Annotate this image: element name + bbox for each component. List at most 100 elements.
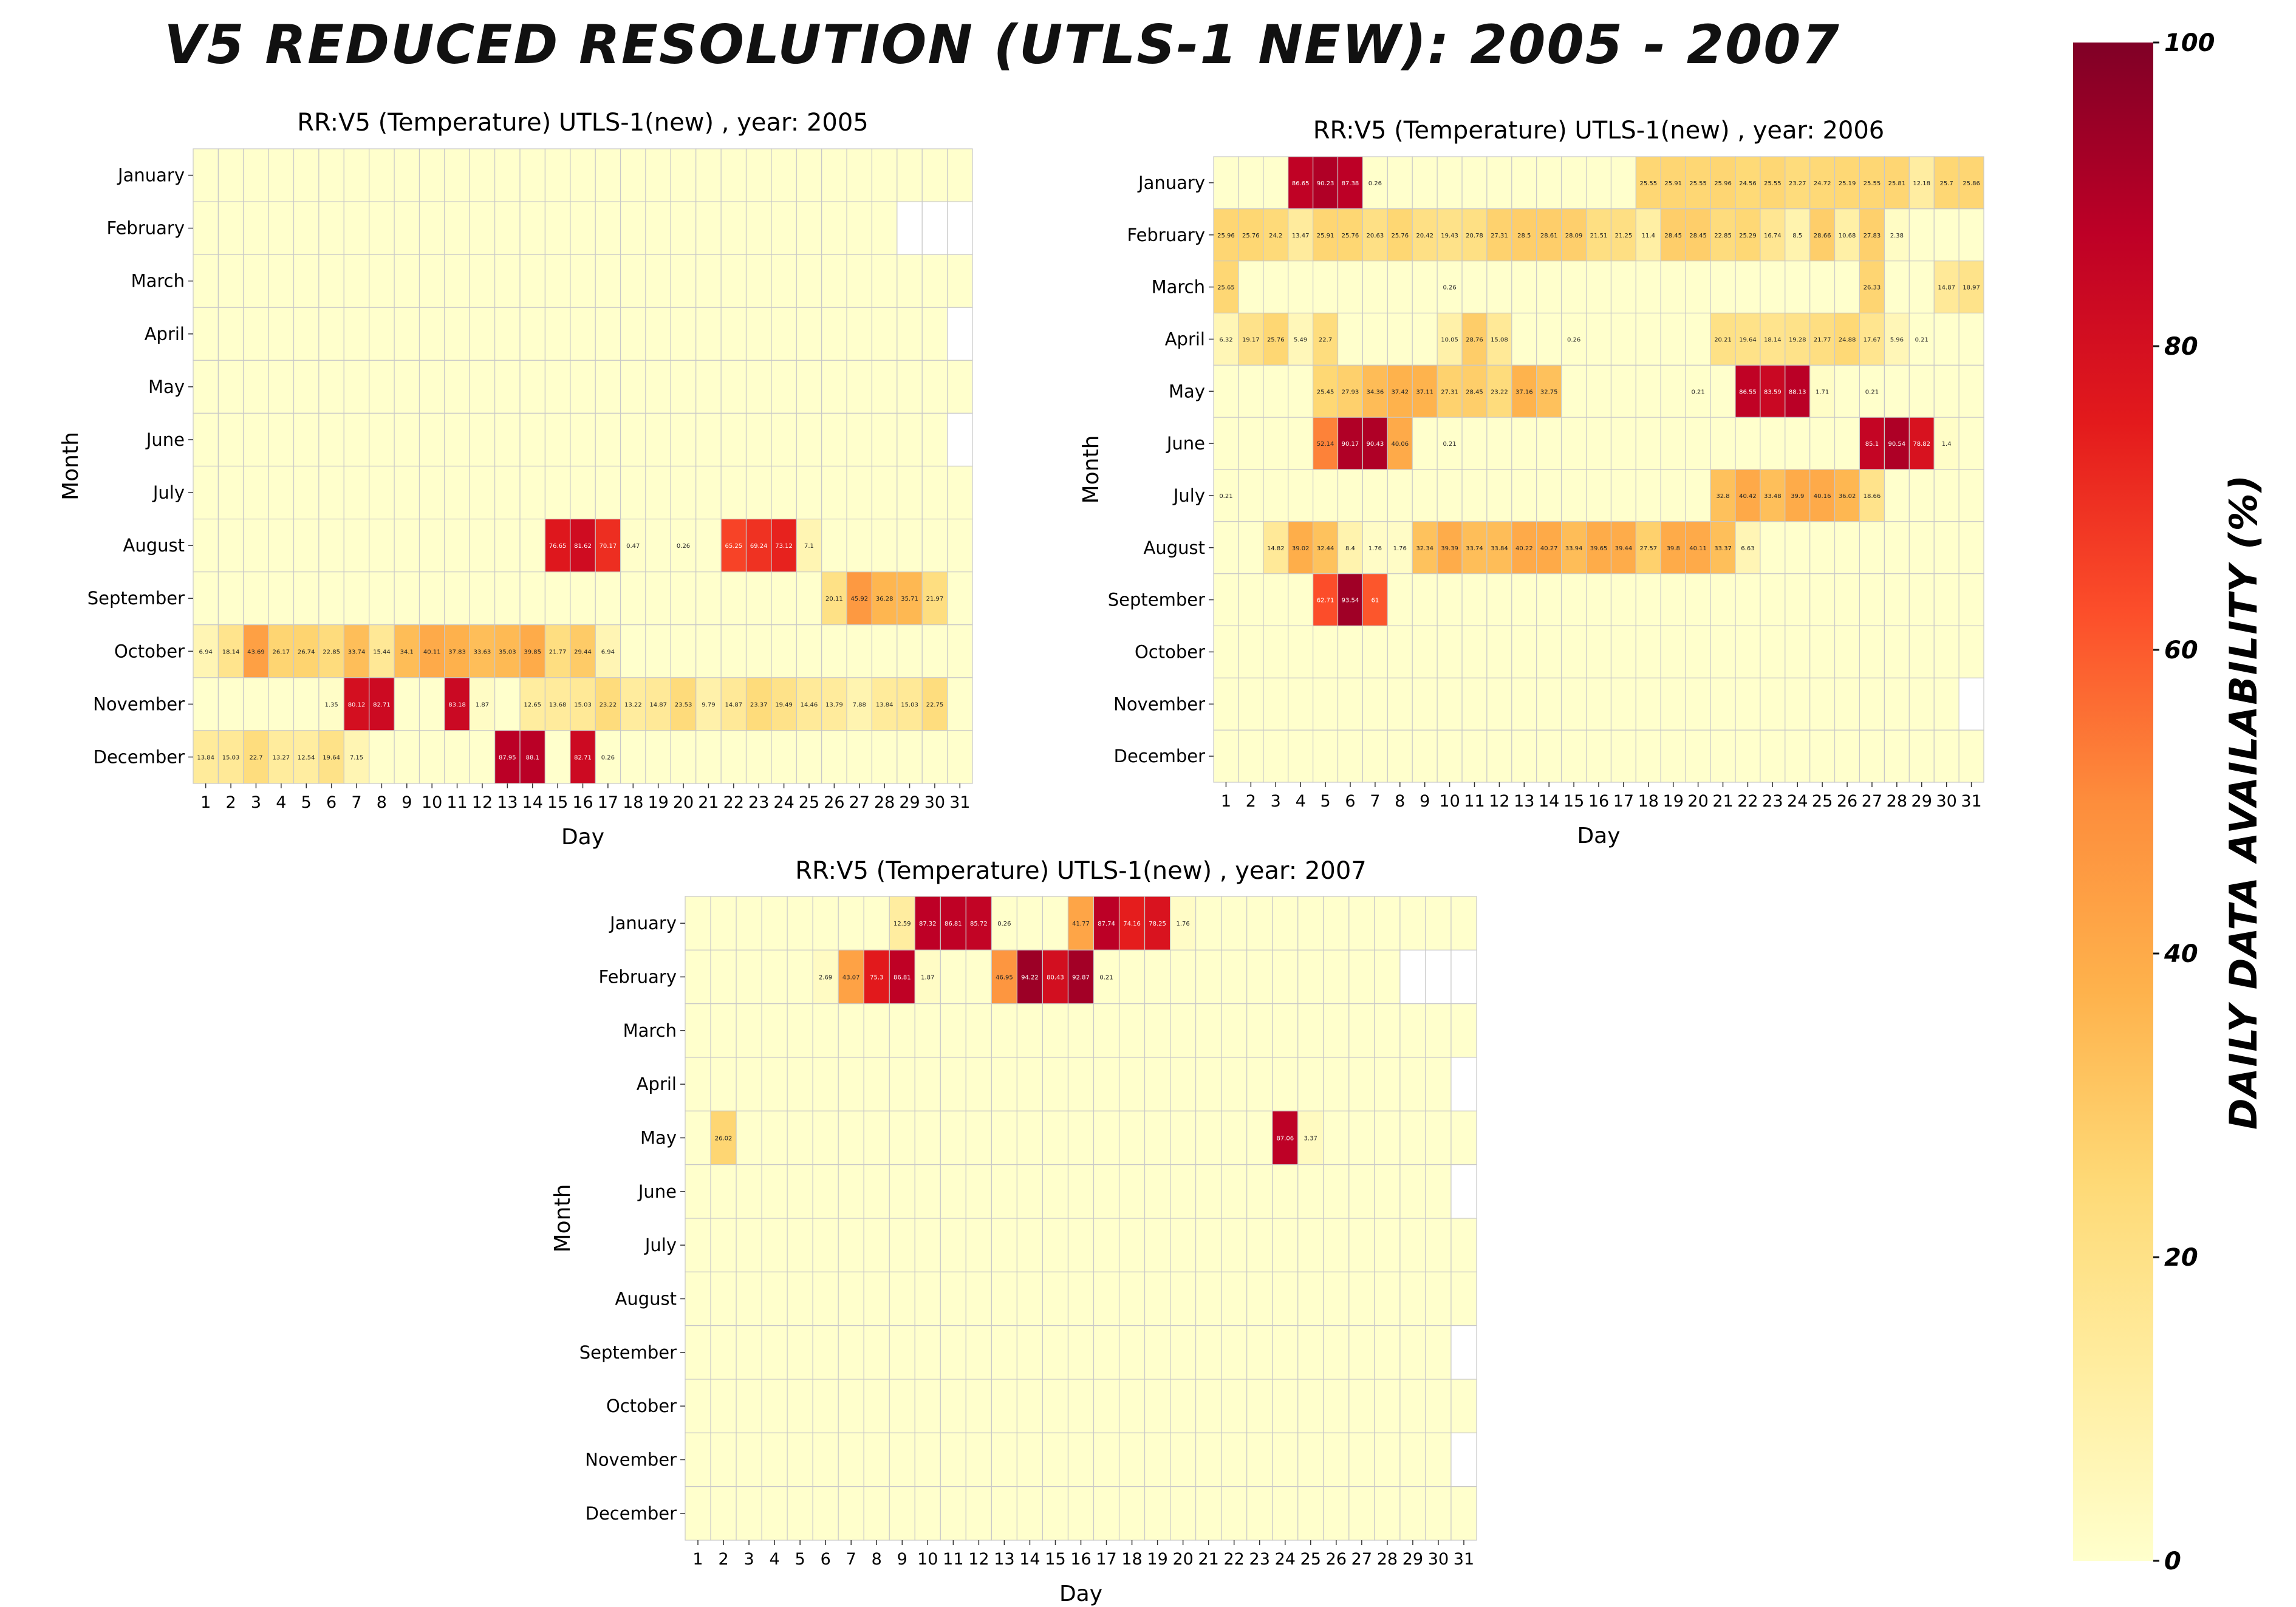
y-tick-label: April	[637, 1074, 677, 1094]
cell-value-label: 26.74	[298, 649, 315, 655]
x-tick-label: 4	[1296, 792, 1306, 811]
heatmap-cell	[620, 465, 646, 520]
x-tick-label: 31	[1961, 792, 1981, 811]
cell-labels: 12.59 87.32 86.81 85.72 0.26 41.77 87.74 74.16 7…	[715, 921, 1317, 1142]
heatmap-cell	[921, 201, 948, 255]
heatmap-cell	[1958, 729, 1984, 783]
x-tick-label: 11	[943, 1550, 963, 1569]
heatmap-cell	[1437, 625, 1463, 678]
heatmap-cell	[1585, 364, 1612, 418]
heatmap-cell	[771, 730, 797, 784]
heatmap-cell	[1486, 156, 1512, 210]
heatmap-cell	[1399, 1379, 1426, 1433]
heatmap-cell	[871, 254, 898, 308]
heatmap-cell	[771, 465, 797, 520]
heatmap-cell	[1610, 573, 1636, 627]
heatmap-cell	[670, 254, 697, 308]
heatmap-cell	[1908, 729, 1935, 783]
cell-value-label: 28.76	[1466, 336, 1483, 343]
heatmap-cell	[293, 677, 319, 731]
heatmap-cell	[1093, 1110, 1120, 1165]
heatmap-cell	[947, 254, 973, 308]
heatmap-cell	[1461, 261, 1488, 314]
heatmap-cell	[787, 949, 813, 1005]
heatmap-cell	[1859, 364, 1885, 418]
heatmap-cell	[889, 1271, 915, 1326]
heatmap-cell	[343, 201, 370, 255]
cell-value-label: 7.1	[804, 543, 814, 550]
heatmap-cell	[846, 360, 873, 414]
cell-value-label: 26.02	[715, 1136, 733, 1142]
heatmap-cell	[947, 624, 973, 678]
chart-title: RR:V5 (Temperature) UTLS-1(new) , year: …	[297, 109, 869, 137]
heatmap-cell	[1908, 364, 1935, 418]
heatmap-cell	[1288, 625, 1314, 678]
heatmap-cell	[745, 412, 772, 467]
heatmap-cell	[1412, 261, 1438, 314]
cell-value-label: 27.83	[1864, 233, 1881, 239]
x-tick-label: 16	[572, 793, 593, 812]
heatmap-cell	[1195, 1486, 1222, 1541]
heatmap-cell	[268, 148, 295, 202]
cell-value-label: 15.03	[901, 701, 918, 708]
heatmap-cell	[914, 1164, 941, 1219]
heatmap-cell	[1884, 729, 1910, 783]
heatmap-cell	[369, 254, 395, 308]
heatmap-cell	[570, 254, 596, 308]
heatmap-cell	[519, 254, 546, 308]
heatmap-cell	[1221, 1271, 1248, 1326]
heatmap-cell	[685, 1110, 711, 1165]
heatmap-cell	[736, 896, 762, 950]
heatmap-cell	[1263, 469, 1289, 522]
heatmap-cell	[1238, 417, 1264, 470]
heatmap-cell	[1170, 1271, 1197, 1326]
heatmap-cell	[1374, 1486, 1401, 1541]
heatmap-cell	[1760, 573, 1786, 627]
heatmap-cell	[268, 624, 295, 678]
heatmap-cell	[1297, 1164, 1324, 1219]
heatmap-cell	[871, 677, 898, 731]
cell-value-label: 82.71	[373, 701, 391, 708]
heatmap-cell	[1412, 573, 1438, 627]
heatmap-cell	[394, 360, 420, 414]
x-tick-label: 3	[743, 1550, 754, 1569]
heatmap-cell	[1016, 1110, 1044, 1165]
heatmap-cell	[1908, 521, 1935, 575]
colorbar-tick-label: 80	[2164, 333, 2198, 361]
heatmap-cell	[1511, 261, 1537, 314]
heatmap-cell	[1042, 1271, 1069, 1326]
heatmap-cell	[1399, 1164, 1426, 1219]
heatmap-cell	[394, 148, 420, 202]
x-tick-label: 20	[1172, 1550, 1193, 1569]
heatmap-cell	[921, 412, 948, 467]
heatmap-cell	[796, 465, 822, 520]
heatmap-cell	[1437, 261, 1463, 314]
cell-value-label: 18.66	[1864, 493, 1881, 500]
heatmap-cell	[1238, 625, 1264, 678]
heatmap-cell	[761, 1003, 788, 1058]
heatmap-cell	[544, 571, 571, 626]
heatmap-cell	[1272, 1057, 1299, 1111]
heatmap-cell	[796, 360, 822, 414]
heatmap-cell	[1093, 1164, 1120, 1219]
heatmap-cell	[1958, 677, 1984, 731]
heatmap-cell	[710, 1218, 737, 1272]
heatmap-cell	[1297, 1325, 1324, 1380]
heatmap-cell	[519, 307, 546, 361]
cell-value-label: 20.63	[1367, 233, 1384, 239]
heatmap-cell	[1809, 417, 1836, 470]
cell-value-label: 11.4	[1642, 233, 1655, 239]
heatmap-cell	[343, 518, 370, 573]
heatmap-cell	[1735, 729, 1761, 783]
x-tick-label: 13	[994, 1550, 1014, 1569]
cell-value-label: 20.78	[1466, 233, 1483, 239]
cell-value-label: 14.87	[725, 701, 743, 708]
heatmap-cell	[1536, 208, 1562, 262]
cell-value-label: 12.18	[1913, 180, 1930, 187]
cell-value-label: 0.26	[1443, 285, 1456, 292]
heatmap-cell	[1238, 729, 1264, 783]
heatmap-cell	[1585, 625, 1612, 678]
heatmap-cell	[1450, 1110, 1477, 1165]
heatmap-cell	[1170, 1110, 1197, 1165]
cell-value-label: 22.85	[323, 649, 340, 655]
